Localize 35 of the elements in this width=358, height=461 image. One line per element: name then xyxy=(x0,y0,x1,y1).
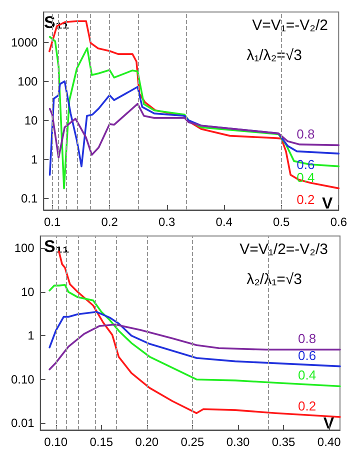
y-tick-label: 1000 xyxy=(10,35,38,50)
series-label: 0.8 xyxy=(298,331,316,346)
x-tick-label: 0.10 xyxy=(44,435,68,449)
x-axis-title: V xyxy=(322,196,333,212)
y-tick-label: 0.01 xyxy=(10,416,35,430)
x-tick-label: 0.1 xyxy=(44,215,61,229)
x-tick-label: 0.2 xyxy=(101,215,118,229)
y-tick-label: 10 xyxy=(20,284,35,299)
y-tick-label: 1 xyxy=(31,152,38,166)
x-tick-label: 0.35 xyxy=(272,435,296,449)
y-tick-label: 0.1 xyxy=(21,191,38,206)
y-tick-label: 100 xyxy=(18,74,38,88)
annotation: V=V₁/2=-V₂/3 xyxy=(240,241,328,258)
annotation: λ₂/λ₁=√3 xyxy=(246,271,302,288)
y-tick-label: 100 xyxy=(14,241,35,256)
x-tick-label: 0.6 xyxy=(330,215,348,229)
x-tick-label: 0.15 xyxy=(90,435,114,449)
x-tick-label: 0.40 xyxy=(317,435,342,449)
series-label: 0.4 xyxy=(296,170,315,185)
series-label: 0.2 xyxy=(298,398,316,414)
series-label: 0.8 xyxy=(296,126,315,142)
x-tick-label: 0.30 xyxy=(226,435,250,449)
series-label: 0.4 xyxy=(298,368,316,383)
series-label: 0.2 xyxy=(296,192,315,207)
x-tick-label: 0.3 xyxy=(158,215,176,229)
x-tick-label: 0.20 xyxy=(135,435,159,449)
y-tick-label: 10 xyxy=(24,113,38,128)
y-tick-label: 0.10 xyxy=(10,372,35,386)
x-tick-label: 0.25 xyxy=(180,435,204,449)
y-tick-label: 1 xyxy=(28,328,35,343)
series-label: 0.6 xyxy=(298,348,316,363)
annotation: V=V₁=-V₂/2 xyxy=(252,17,328,34)
annotation: λ₁/λ₂=√3 xyxy=(246,47,302,64)
x-tick-label: 0.5 xyxy=(273,215,290,229)
x-tick-label: 0.4 xyxy=(216,215,233,229)
